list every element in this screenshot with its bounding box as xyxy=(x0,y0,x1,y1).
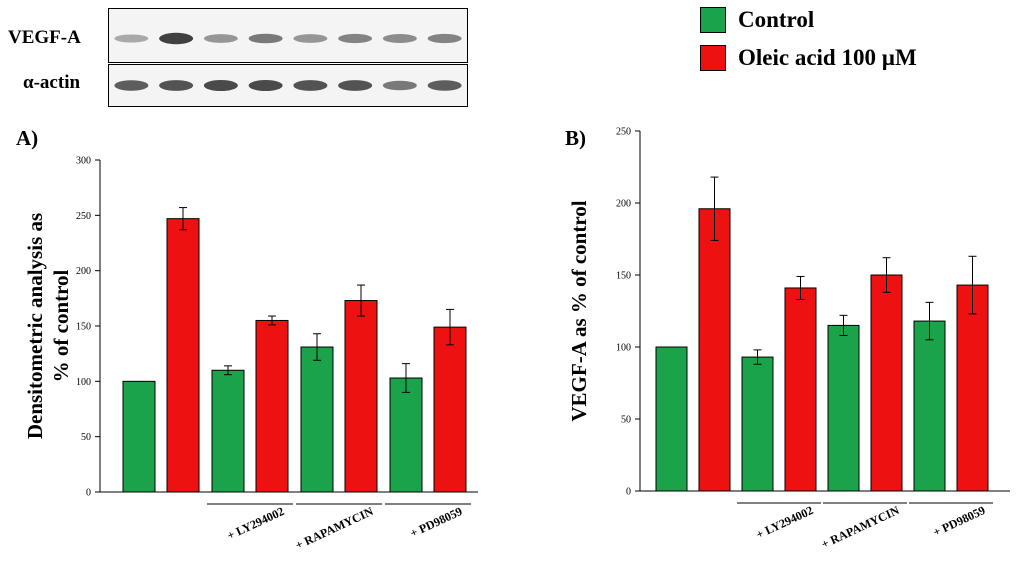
chart-a: 0 50 100 150 200 250 300 Densitometric analysis… xyxy=(23,156,478,552)
y-tick-label: 200 xyxy=(76,266,91,277)
y-tick-label: 200 xyxy=(616,199,631,210)
y-tick-label: 50 xyxy=(621,415,631,426)
blot-band xyxy=(203,79,238,92)
blot-strip-actin xyxy=(108,64,468,107)
group-label: + LY294002 xyxy=(754,503,816,542)
y-tick-label: 150 xyxy=(616,271,631,282)
blot-label-actin: α-actin xyxy=(23,72,81,93)
y-tick-label: 100 xyxy=(76,377,91,388)
y-tick-label: 50 xyxy=(81,432,91,443)
y-tick-label: 100 xyxy=(616,343,631,354)
panel-label-a: A) xyxy=(16,126,39,150)
group-label: + RAPAMYCIN xyxy=(293,504,376,552)
y-tick-label: 0 xyxy=(626,487,631,498)
blot-band xyxy=(382,80,417,91)
legend-label-control: Control xyxy=(738,7,815,32)
blot-band xyxy=(203,34,238,43)
legend-swatch-control xyxy=(700,7,726,33)
y-tick-label: 300 xyxy=(76,156,91,167)
chart-b: 0 50 100 150 200 250 VEGF-A as % of control + L… xyxy=(567,127,1010,551)
legend-item-oleic: Oleic acid 100 µM xyxy=(700,44,917,72)
bar-control xyxy=(300,346,334,493)
blot-band xyxy=(293,34,328,43)
bar-control xyxy=(655,346,688,492)
bar-oleic xyxy=(344,300,378,493)
bar-oleic xyxy=(956,284,989,492)
bar-oleic xyxy=(870,274,903,492)
blot-bands-actin xyxy=(114,79,462,92)
legend-item-control: Control xyxy=(700,6,917,34)
y-tick-label: 150 xyxy=(76,322,91,333)
blot-strip-vegf xyxy=(108,8,468,63)
blot-band xyxy=(248,33,283,44)
y-tick-label: 250 xyxy=(76,211,91,222)
y-tick-label: 250 xyxy=(616,127,631,138)
blot-band xyxy=(159,80,194,91)
y-axis-label-line: Densitometric analysis as xyxy=(23,213,47,439)
blot-band xyxy=(382,34,417,43)
y-axis-label: VEGF-A as % of control xyxy=(567,200,591,421)
group-label: + PD98059 xyxy=(408,504,465,540)
y-axis-label-line: % of control xyxy=(49,269,73,382)
blot-band xyxy=(427,33,462,44)
blot-band xyxy=(248,79,283,92)
panel-label-b: B) xyxy=(565,126,586,150)
blot-band xyxy=(338,33,373,44)
bar-control xyxy=(211,369,245,493)
bar-oleic xyxy=(698,208,731,492)
bar-oleic xyxy=(255,319,289,493)
bar-control xyxy=(741,356,774,492)
bar-control xyxy=(827,324,860,492)
blot-band xyxy=(293,80,328,91)
blot-band xyxy=(114,80,149,91)
blot-label-vegf: VEGF-A xyxy=(8,27,81,48)
bar-control xyxy=(389,377,423,493)
group-label: + RAPAMYCIN xyxy=(819,503,902,551)
blot-band xyxy=(159,32,194,45)
y-tick-label: 0 xyxy=(86,488,91,499)
legend: Control Oleic acid 100 µM xyxy=(700,6,917,72)
blot-band xyxy=(114,34,149,43)
bar-control xyxy=(913,320,946,492)
y-axis-label: Densitometric analysis as% of control xyxy=(23,213,73,439)
bar-oleic xyxy=(784,287,817,492)
blot-band xyxy=(427,80,462,91)
legend-label-oleic: Oleic acid 100 µM xyxy=(738,45,917,70)
y-axis-label-line: VEGF-A as % of control xyxy=(567,200,591,421)
bar-oleic xyxy=(166,218,200,493)
group-label: + PD98059 xyxy=(931,503,988,539)
bar-oleic xyxy=(433,326,467,493)
blot-bands-vegf xyxy=(114,32,462,45)
blot-band xyxy=(338,80,373,91)
bar-control xyxy=(122,380,156,493)
group-label: + LY294002 xyxy=(225,504,287,543)
legend-swatch-oleic xyxy=(700,45,726,71)
